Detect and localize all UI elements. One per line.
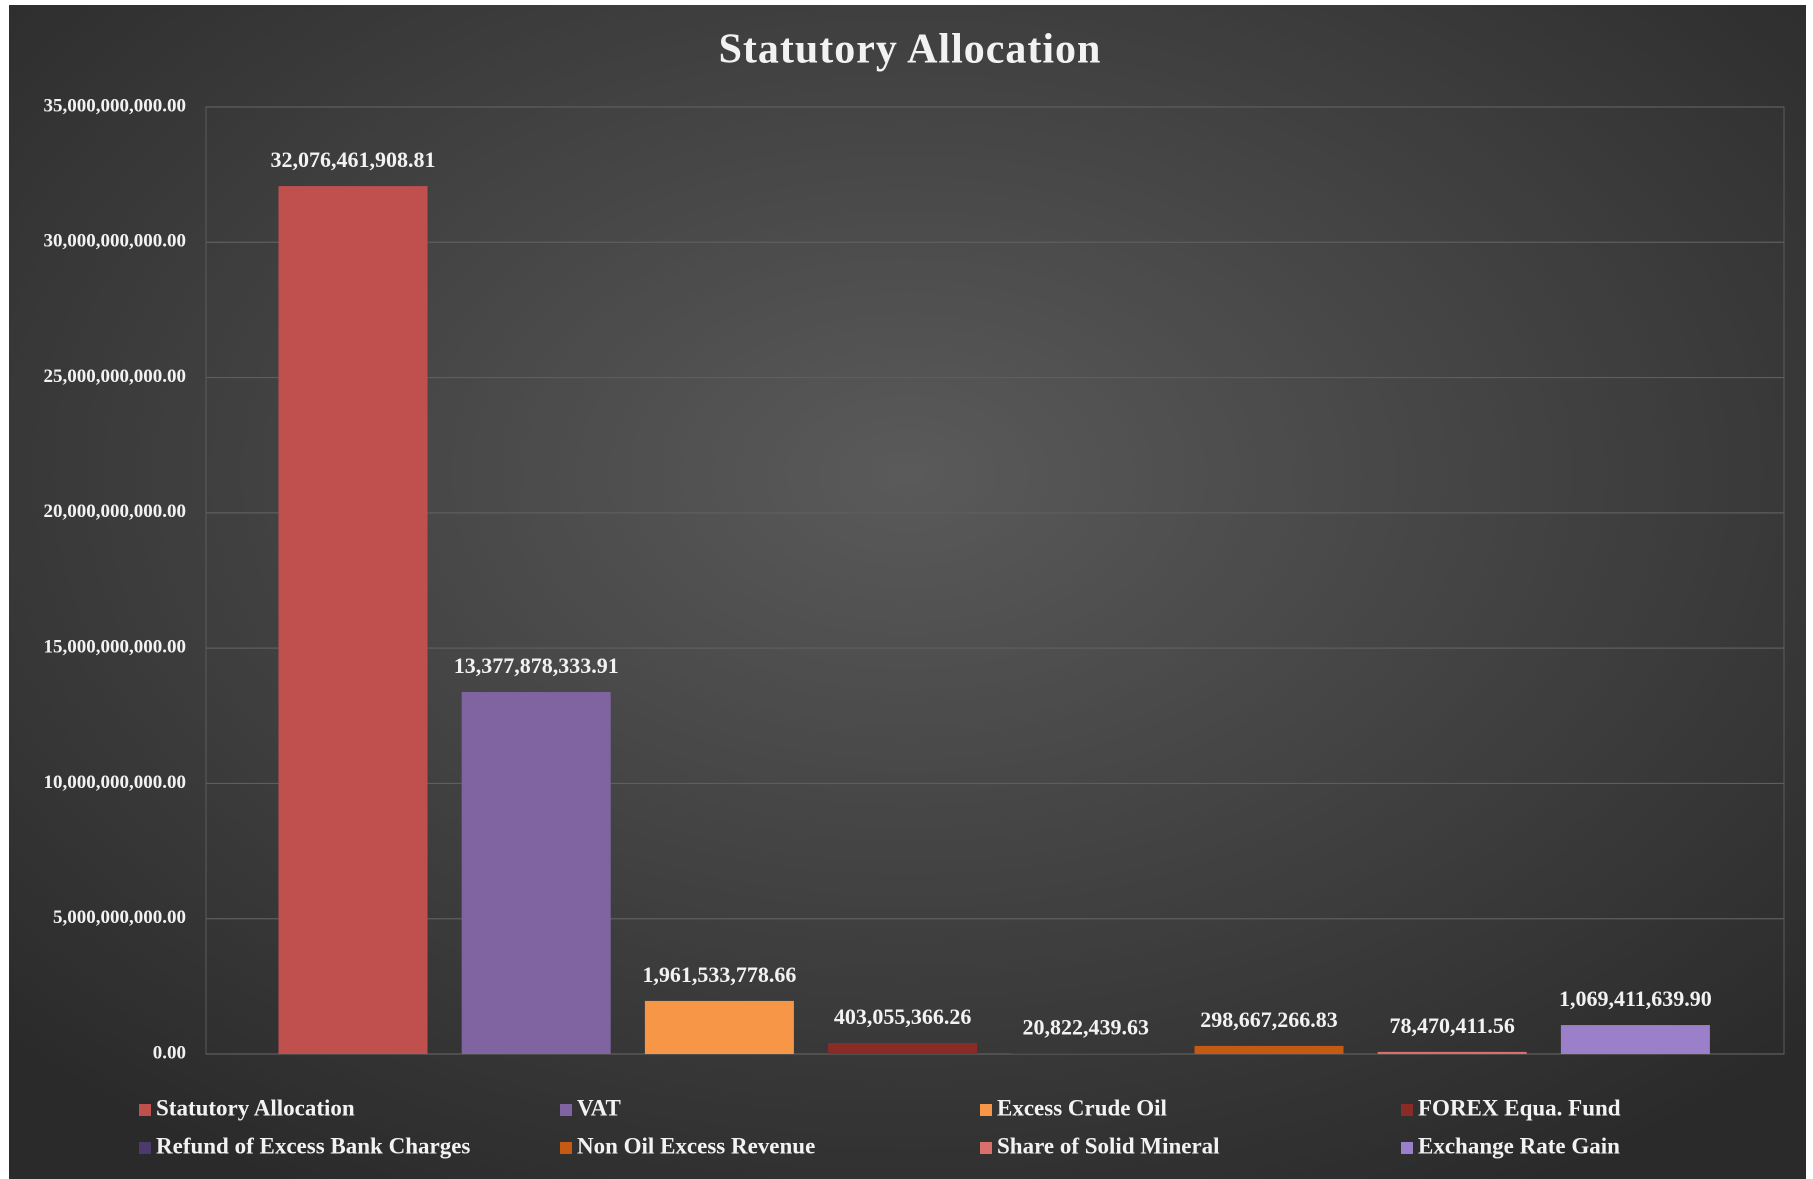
- value-label: 1,961,533,778.66: [642, 962, 796, 987]
- value-label: 13,377,878,333.91: [454, 653, 619, 678]
- legend-label: Share of Solid Mineral: [997, 1133, 1220, 1158]
- legend-swatch: [1401, 1104, 1413, 1116]
- bar: [644, 1000, 794, 1054]
- bar: [828, 1043, 978, 1054]
- value-label: 403,055,366.26: [834, 1004, 972, 1029]
- y-tick-label: 30,000,000,000.00: [44, 231, 187, 252]
- bar: [278, 186, 428, 1054]
- value-label: 1,069,411,639.90: [1559, 986, 1712, 1011]
- y-tick-label: 20,000,000,000.00: [44, 501, 187, 522]
- legend-label: Refund of Excess Bank Charges: [156, 1133, 470, 1158]
- legend-swatch: [139, 1142, 151, 1154]
- legend-swatch: [980, 1142, 992, 1154]
- legend-label: Non Oil Excess Revenue: [577, 1133, 815, 1158]
- bar: [1011, 1053, 1161, 1054]
- chart-title: Statutory Allocation: [719, 27, 1102, 73]
- bar: [461, 692, 611, 1054]
- y-tick-label: 15,000,000,000.00: [44, 637, 187, 658]
- bar: [1560, 1025, 1710, 1054]
- legend-label: Exchange Rate Gain: [1418, 1133, 1620, 1158]
- legend-swatch: [980, 1104, 992, 1116]
- legend-label: VAT: [577, 1095, 621, 1120]
- legend-label: Statutory Allocation: [156, 1095, 355, 1120]
- bar: [1194, 1045, 1344, 1054]
- y-tick-label: 35,000,000,000.00: [44, 95, 187, 116]
- legend-swatch: [560, 1142, 572, 1154]
- y-tick-label: 25,000,000,000.00: [44, 366, 187, 387]
- bar: [1377, 1051, 1527, 1054]
- legend-swatch: [560, 1104, 572, 1116]
- y-tick-label: 5,000,000,000.00: [53, 907, 186, 928]
- legend-label: Excess Crude Oil: [997, 1095, 1167, 1120]
- legend-label: FOREX Equa. Fund: [1418, 1095, 1621, 1120]
- value-label: 78,470,411.56: [1390, 1013, 1515, 1038]
- y-tick-label: 10,000,000,000.00: [44, 772, 187, 793]
- legend-swatch: [139, 1104, 151, 1116]
- value-label: 20,822,439.63: [1023, 1014, 1150, 1039]
- y-tick-label: 0.00: [153, 1042, 186, 1063]
- legend-swatch: [1401, 1142, 1413, 1154]
- value-label: 32,076,461,908.81: [271, 147, 436, 172]
- value-label: 298,667,266.83: [1200, 1007, 1338, 1032]
